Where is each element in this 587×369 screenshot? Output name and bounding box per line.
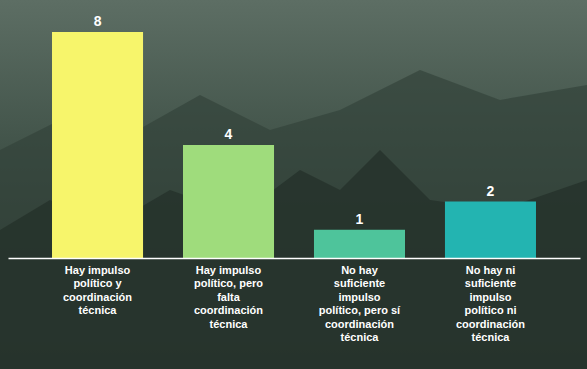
data-labels: 8 4 1 2 [94, 13, 495, 227]
background-fill [0, 0, 587, 369]
bar [183, 145, 274, 258]
tick: Hay impulsopolítico ycoordinacióntécnica [63, 258, 132, 316]
bars [52, 32, 536, 258]
x-axis: Hay impulsopolítico ycoordinacióntécnica… [9, 258, 581, 343]
category-label: Hay impulsopolítico, perofaltacoordinaci… [194, 264, 263, 330]
tick: Hay impulsopolítico, perofaltacoordinaci… [194, 258, 263, 330]
bar [445, 202, 536, 259]
data-label: 1 [356, 211, 364, 227]
tick: No haysuficienteimpulsopolítico, pero sí… [319, 258, 401, 343]
chart: Hay impulsopolítico ycoordinacióntécnica… [0, 0, 587, 369]
category-label: Hay impulsopolítico ycoordinacióntécnica [63, 264, 132, 317]
bar [314, 230, 405, 258]
category-label: No hay nisuficienteimpulsopolítico nicoo… [456, 264, 525, 344]
data-label: 2 [487, 183, 495, 199]
baseline [9, 258, 581, 260]
background [0, 0, 587, 369]
bar [52, 32, 143, 258]
data-label: 4 [225, 126, 233, 142]
category-label: No haysuficienteimpulsopolítico, pero sí… [319, 264, 401, 344]
tick: No hay nisuficienteimpulsopolítico nicoo… [456, 258, 525, 343]
data-label: 8 [94, 13, 102, 29]
